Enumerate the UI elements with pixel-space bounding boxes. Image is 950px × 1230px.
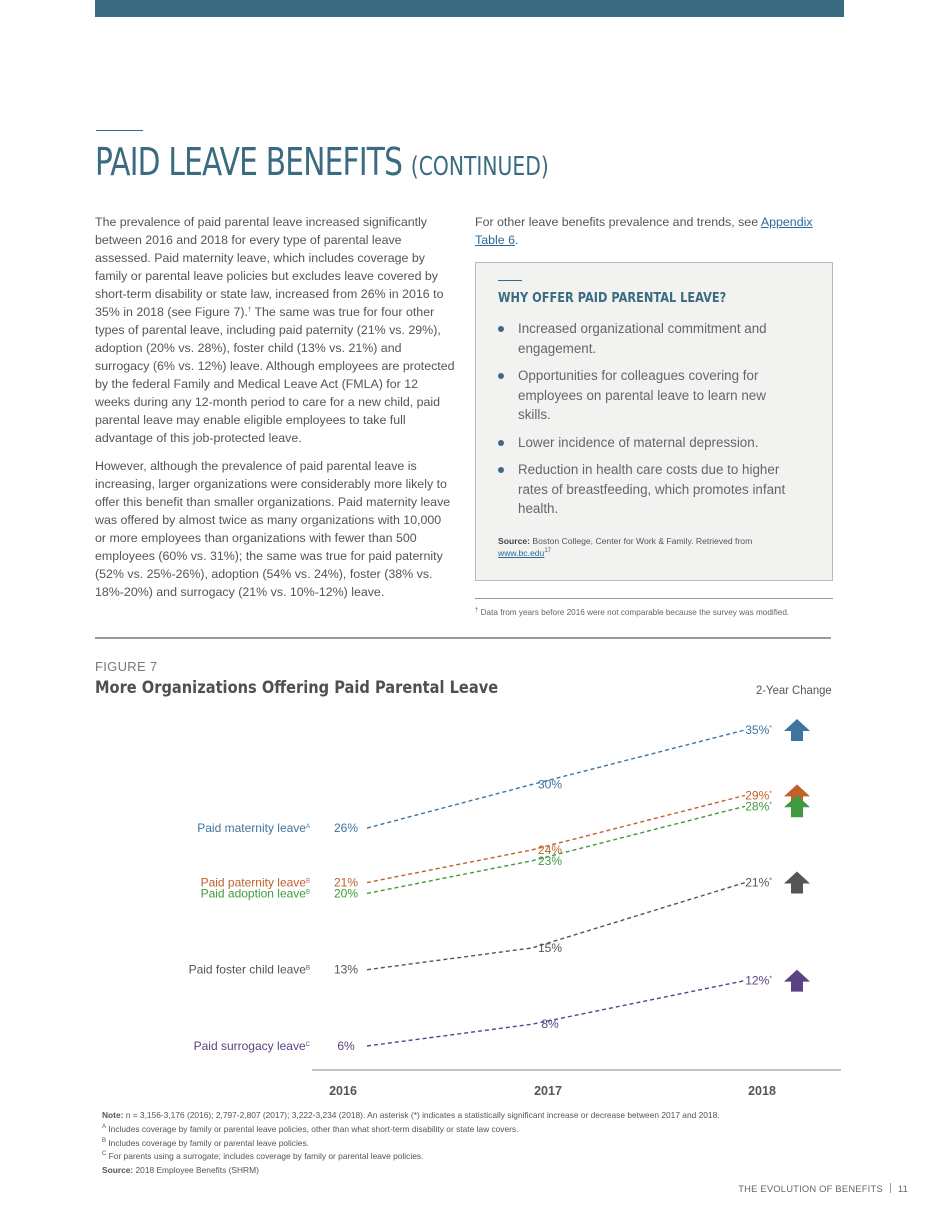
series-line bbox=[366, 979, 746, 1047]
x-tick-label: 2018 bbox=[748, 1084, 776, 1098]
data-label: 24% bbox=[538, 843, 562, 857]
top-color-bar bbox=[95, 0, 844, 17]
footer-separator bbox=[889, 1183, 891, 1193]
note-line: Note: n = 3,156-3,176 (2016); 2,797-2,80… bbox=[102, 1110, 720, 1120]
bullet-icon bbox=[498, 373, 504, 379]
series-name-label: Paid adoption leaveB bbox=[201, 886, 310, 900]
bullet-icon bbox=[498, 326, 504, 332]
series-name-label: Paid foster child leaveB bbox=[189, 963, 310, 977]
series-name-label: Paid maternity leaveA bbox=[197, 821, 310, 835]
data-label: 15% bbox=[538, 941, 562, 955]
data-label: 30% bbox=[538, 777, 562, 791]
figure-divider bbox=[95, 637, 831, 639]
up-arrow-icon bbox=[784, 795, 810, 818]
data-label: 13% bbox=[334, 963, 358, 977]
callout-source: Source: Boston College, Center for Work … bbox=[498, 536, 753, 558]
bullet-icon bbox=[498, 439, 504, 446]
x-tick-label: 2017 bbox=[534, 1084, 562, 1098]
data-label: 26% bbox=[334, 821, 358, 835]
data-label: 8% bbox=[541, 1017, 559, 1031]
bullet-icon bbox=[498, 467, 504, 473]
page-title: PAID LEAVE BENEFITS (CONTINUED) bbox=[95, 140, 549, 184]
x-tick-label: 2016 bbox=[329, 1084, 357, 1098]
data-label: 35%* bbox=[745, 723, 772, 737]
data-label: 21% bbox=[334, 876, 358, 890]
callout-list-item: Reduction in health care costs due to hi… bbox=[498, 460, 798, 519]
callout-list-item: Increased organizational commitment and … bbox=[498, 319, 798, 358]
note-source: Source: 2018 Employee Benefits (SHRM) bbox=[102, 1165, 259, 1176]
footnote: † Data from years before 2016 were not c… bbox=[475, 607, 790, 617]
footnote-mark: † bbox=[247, 306, 252, 313]
data-label: 21%* bbox=[745, 876, 772, 890]
series-line bbox=[366, 805, 746, 895]
appendix-table-link[interactable]: Appendix Table 6 bbox=[475, 215, 813, 247]
paragraph-2: However, although the prevalence of paid… bbox=[95, 459, 451, 599]
callout-list: Increased organizational commitment and … bbox=[498, 319, 798, 527]
data-label: 28%* bbox=[745, 799, 772, 813]
callout-list-item: Lower incidence of maternal depression. bbox=[498, 433, 798, 453]
up-arrow-icon bbox=[784, 871, 810, 894]
page-footer: THE EVOLUTION OF BENEFITS 11 bbox=[738, 1183, 908, 1194]
body-text-column: The prevalence of paid parental leave in… bbox=[95, 213, 455, 611]
page-title-suffix: (CONTINUED) bbox=[410, 152, 549, 182]
footnote-rule bbox=[475, 598, 833, 599]
page-number: 11 bbox=[897, 1183, 908, 1194]
bc-edu-link[interactable]: www.bc.edu bbox=[498, 548, 545, 558]
series-line bbox=[366, 729, 746, 829]
series-name-label: Paid paternity leaveB bbox=[201, 876, 310, 890]
note-b: B Includes coverage by family or parenta… bbox=[102, 1137, 309, 1148]
data-label: 12%* bbox=[745, 974, 772, 988]
up-arrow-icon bbox=[784, 719, 810, 741]
series-name-label: Paid surrogacy leaveC bbox=[194, 1039, 311, 1053]
data-label: 6% bbox=[337, 1039, 355, 1053]
figure-title: More Organizations Offering Paid Parenta… bbox=[95, 678, 499, 698]
series-line bbox=[366, 794, 746, 884]
up-arrow-icon bbox=[784, 969, 810, 992]
data-label: 20% bbox=[334, 886, 358, 900]
note-a: A Includes coverage by family or parenta… bbox=[102, 1123, 519, 1134]
two-year-change-label: 2-Year Change bbox=[756, 683, 832, 697]
appendix-reference: For other leave benefits prevalence and … bbox=[475, 215, 813, 247]
callout-title: WHY OFFER PAID PARENTAL LEAVE? bbox=[498, 290, 727, 306]
why-offer-callout-box: WHY OFFER PAID PARENTAL LEAVE? Increased… bbox=[475, 262, 833, 581]
callout-list-item: Opportunities for colleagues covering fo… bbox=[498, 366, 798, 425]
series-line bbox=[366, 881, 746, 971]
figure-label: FIGURE 7 bbox=[95, 659, 158, 674]
paragraph-1: The prevalence of paid parental leave in… bbox=[95, 215, 455, 445]
figure-notes: Note: n = 3,156-3,176 (2016); 2,797-2,80… bbox=[102, 1109, 822, 1178]
data-label: 29%* bbox=[745, 788, 772, 802]
callout-accent-rule bbox=[498, 280, 522, 281]
data-label: 23% bbox=[538, 854, 562, 868]
title-accent-rule bbox=[96, 130, 143, 131]
note-c: C For parents using a surrogate; include… bbox=[102, 1151, 424, 1162]
footer-publication: THE EVOLUTION OF BENEFITS bbox=[738, 1183, 883, 1194]
